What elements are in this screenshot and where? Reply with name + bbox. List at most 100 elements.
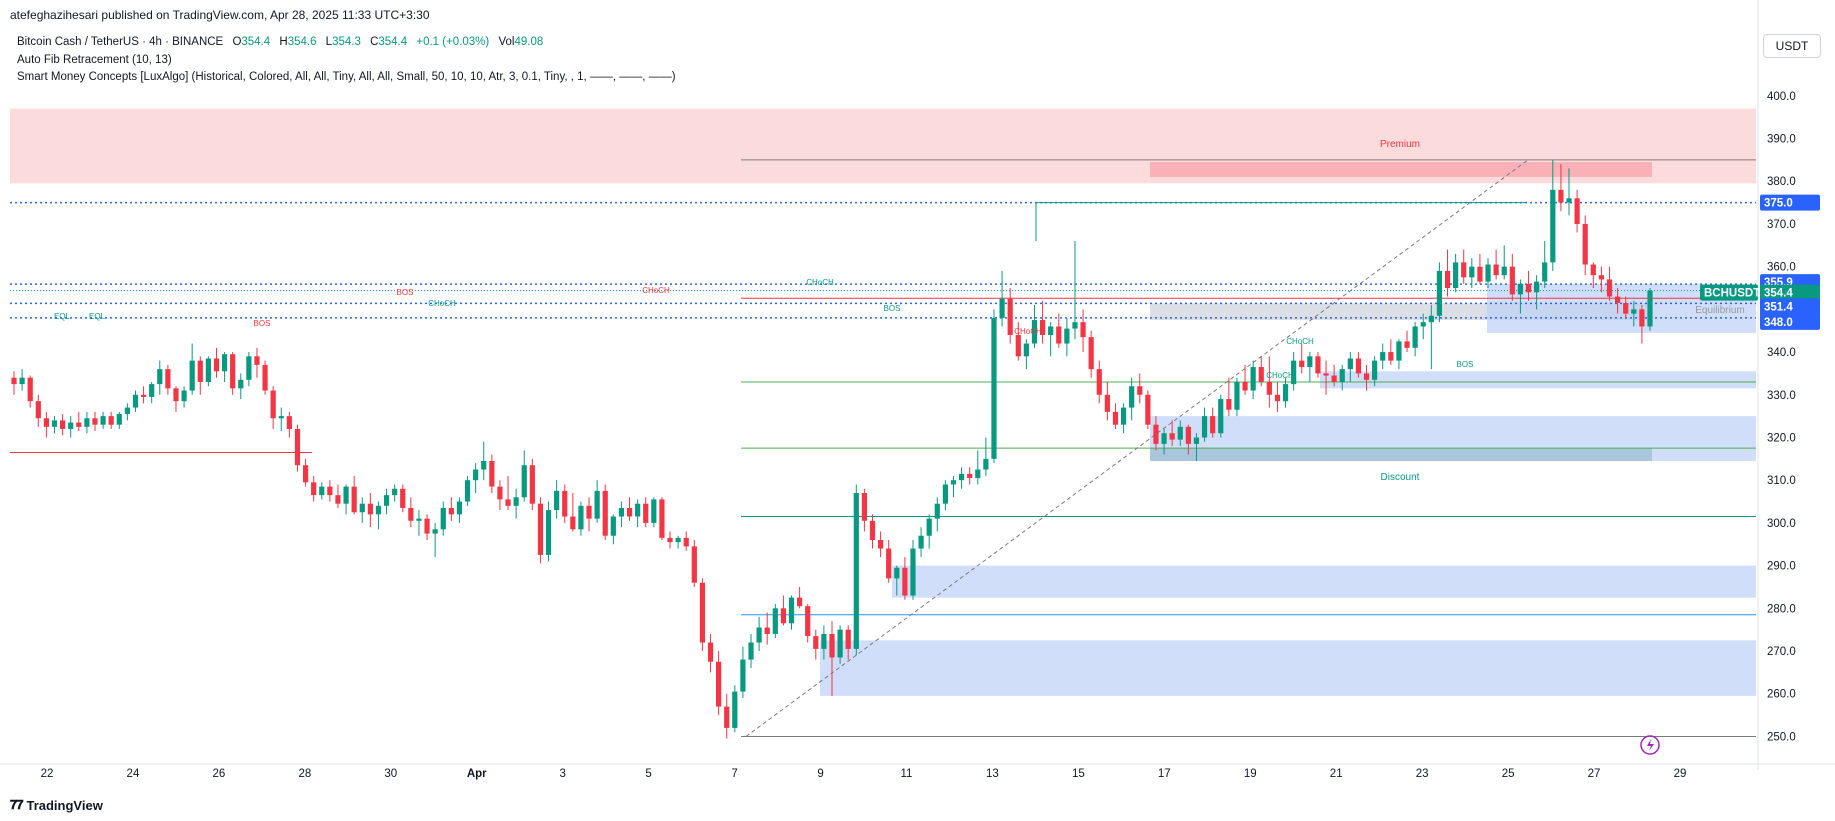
candle[interactable] (1153, 416, 1159, 451)
candle[interactable] (1315, 352, 1321, 378)
candle[interactable] (1574, 189, 1580, 233)
candle[interactable] (116, 411, 122, 429)
candle[interactable] (740, 646, 746, 699)
candle[interactable] (1226, 377, 1232, 417)
candle[interactable] (1444, 249, 1451, 297)
candle[interactable] (294, 424, 301, 472)
candle[interactable] (1177, 420, 1183, 447)
candle[interactable] (1291, 352, 1297, 391)
candle[interactable] (797, 586, 803, 609)
candle[interactable] (1048, 322, 1054, 357)
candle[interactable] (1339, 364, 1345, 391)
candle[interactable] (270, 386, 276, 429)
candle[interactable] (1120, 403, 1127, 434)
candle[interactable] (586, 497, 592, 532)
candle[interactable] (19, 369, 25, 391)
candle[interactable] (545, 501, 552, 562)
candle[interactable] (926, 514, 932, 549)
candle[interactable] (869, 514, 876, 549)
candle[interactable] (311, 475, 317, 502)
candle[interactable] (1404, 330, 1410, 353)
candle[interactable] (610, 514, 616, 545)
candle[interactable] (246, 352, 252, 387)
candle[interactable] (76, 411, 82, 432)
candle[interactable] (140, 386, 147, 404)
candle[interactable] (521, 450, 527, 502)
indicator-smc-row[interactable]: Smart Money Concepts [LuxAlgo] (Historic… (17, 71, 676, 83)
candle[interactable] (238, 373, 244, 400)
candle[interactable] (554, 480, 560, 519)
candle[interactable] (489, 454, 495, 494)
candle[interactable] (643, 497, 649, 528)
candle[interactable] (1096, 360, 1102, 404)
candle[interactable] (1388, 339, 1394, 365)
candle[interactable] (1072, 241, 1078, 340)
candle[interactable] (618, 501, 625, 528)
candle[interactable] (68, 416, 74, 438)
candle[interactable] (999, 270, 1005, 327)
candle[interactable] (1323, 360, 1329, 395)
candle[interactable] (343, 484, 349, 515)
candle[interactable] (1137, 373, 1143, 404)
candle[interactable] (173, 386, 179, 412)
candle[interactable] (262, 360, 268, 395)
candle[interactable] (1145, 390, 1151, 429)
candle[interactable] (1355, 352, 1362, 378)
candle[interactable] (1615, 288, 1621, 314)
candle[interactable] (1566, 168, 1572, 216)
candle[interactable] (651, 497, 657, 528)
candle[interactable] (983, 437, 989, 476)
candle[interactable] (278, 407, 284, 432)
candle[interactable] (675, 535, 681, 549)
candle[interactable] (1420, 313, 1426, 340)
candle[interactable] (829, 621, 835, 696)
candle[interactable] (1210, 407, 1216, 438)
candle[interactable] (578, 501, 584, 536)
candle[interactable] (1193, 433, 1200, 461)
candle[interactable] (432, 522, 438, 558)
candle[interactable] (100, 411, 106, 429)
candle[interactable] (1412, 322, 1418, 357)
candle[interactable] (335, 484, 341, 508)
candle[interactable] (748, 633, 754, 669)
candle[interactable] (1590, 262, 1596, 289)
candle[interactable] (1266, 356, 1272, 408)
candle[interactable] (1347, 352, 1353, 382)
currency-button[interactable]: USDT (1763, 34, 1821, 58)
candle[interactable] (1558, 164, 1564, 212)
candle[interactable] (1112, 403, 1119, 429)
candle[interactable] (1517, 279, 1524, 314)
candle[interactable] (1039, 300, 1046, 344)
candle[interactable] (594, 480, 600, 523)
candle[interactable] (1242, 364, 1248, 395)
candle[interactable] (213, 347, 220, 378)
candle[interactable] (35, 394, 41, 427)
candle[interactable] (853, 484, 859, 656)
candle[interactable] (732, 685, 738, 733)
candle[interactable] (1631, 300, 1637, 327)
candle[interactable] (1550, 159, 1556, 271)
candle[interactable] (934, 497, 940, 532)
candle[interactable] (448, 497, 454, 521)
candle[interactable] (1363, 364, 1370, 391)
candle[interactable] (1056, 313, 1062, 348)
candle[interactable] (11, 371, 17, 395)
candle[interactable] (351, 475, 357, 515)
candle[interactable] (205, 356, 211, 387)
symbol-title[interactable]: Bitcoin Cash / TetherUS · 4h · BINANCE (17, 36, 224, 48)
candle[interactable] (505, 475, 511, 511)
candle[interactable] (570, 493, 576, 532)
candle[interactable] (1258, 356, 1264, 387)
candle[interactable] (132, 390, 139, 412)
candle[interactable] (181, 386, 187, 408)
candle[interactable] (1031, 305, 1038, 348)
candle[interactable] (902, 557, 908, 600)
candle[interactable] (1534, 275, 1540, 310)
candle[interactable] (1372, 356, 1378, 387)
candle[interactable] (424, 514, 430, 540)
candle[interactable] (1161, 428, 1167, 455)
candle[interactable] (626, 497, 633, 521)
candle[interactable] (991, 309, 997, 464)
candle[interactable] (1250, 360, 1256, 400)
